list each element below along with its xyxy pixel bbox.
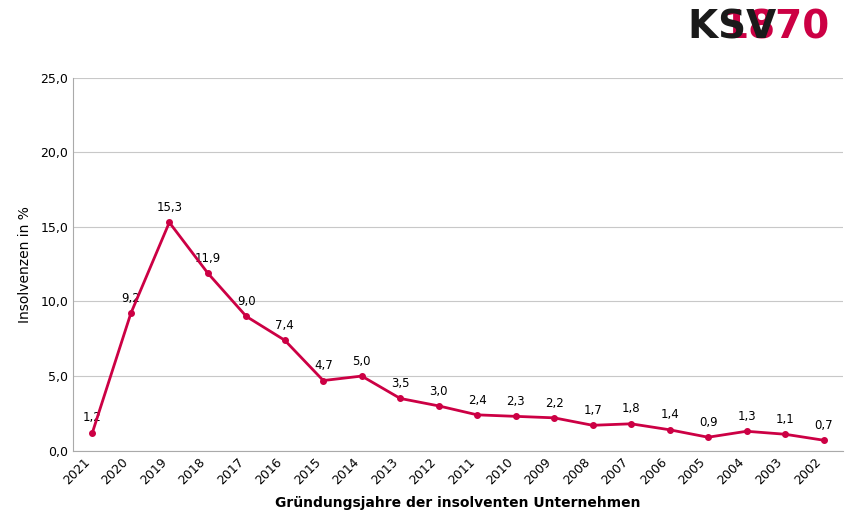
Text: 3,0: 3,0 [429,384,448,398]
Text: KSV: KSV [688,9,830,47]
Text: 7,4: 7,4 [275,319,294,332]
Text: 2,3: 2,3 [507,395,525,408]
Text: 2,2: 2,2 [544,396,563,410]
Text: 1870: 1870 [722,9,830,47]
Text: 2,4: 2,4 [468,394,487,407]
Text: 15,3: 15,3 [157,201,182,214]
Text: 0,7: 0,7 [814,419,832,432]
Text: 9,0: 9,0 [237,295,255,308]
Text: 9,2: 9,2 [121,292,140,305]
Text: 4,7: 4,7 [314,359,333,372]
Text: 1,1: 1,1 [776,413,795,426]
Text: 11,9: 11,9 [194,252,221,265]
Text: 0,9: 0,9 [699,416,717,429]
Text: 1,8: 1,8 [622,402,641,415]
Text: 3,5: 3,5 [391,377,409,390]
X-axis label: Gründungsjahre der insolventen Unternehmen: Gründungsjahre der insolventen Unternehm… [275,496,641,510]
Text: 1,2: 1,2 [83,411,101,424]
Text: 1,4: 1,4 [660,408,679,422]
Text: 1,3: 1,3 [737,410,756,423]
Y-axis label: Insolvenzen in %: Insolvenzen in % [18,206,32,323]
Text: 1,7: 1,7 [583,404,602,417]
Text: 5,0: 5,0 [353,355,371,368]
